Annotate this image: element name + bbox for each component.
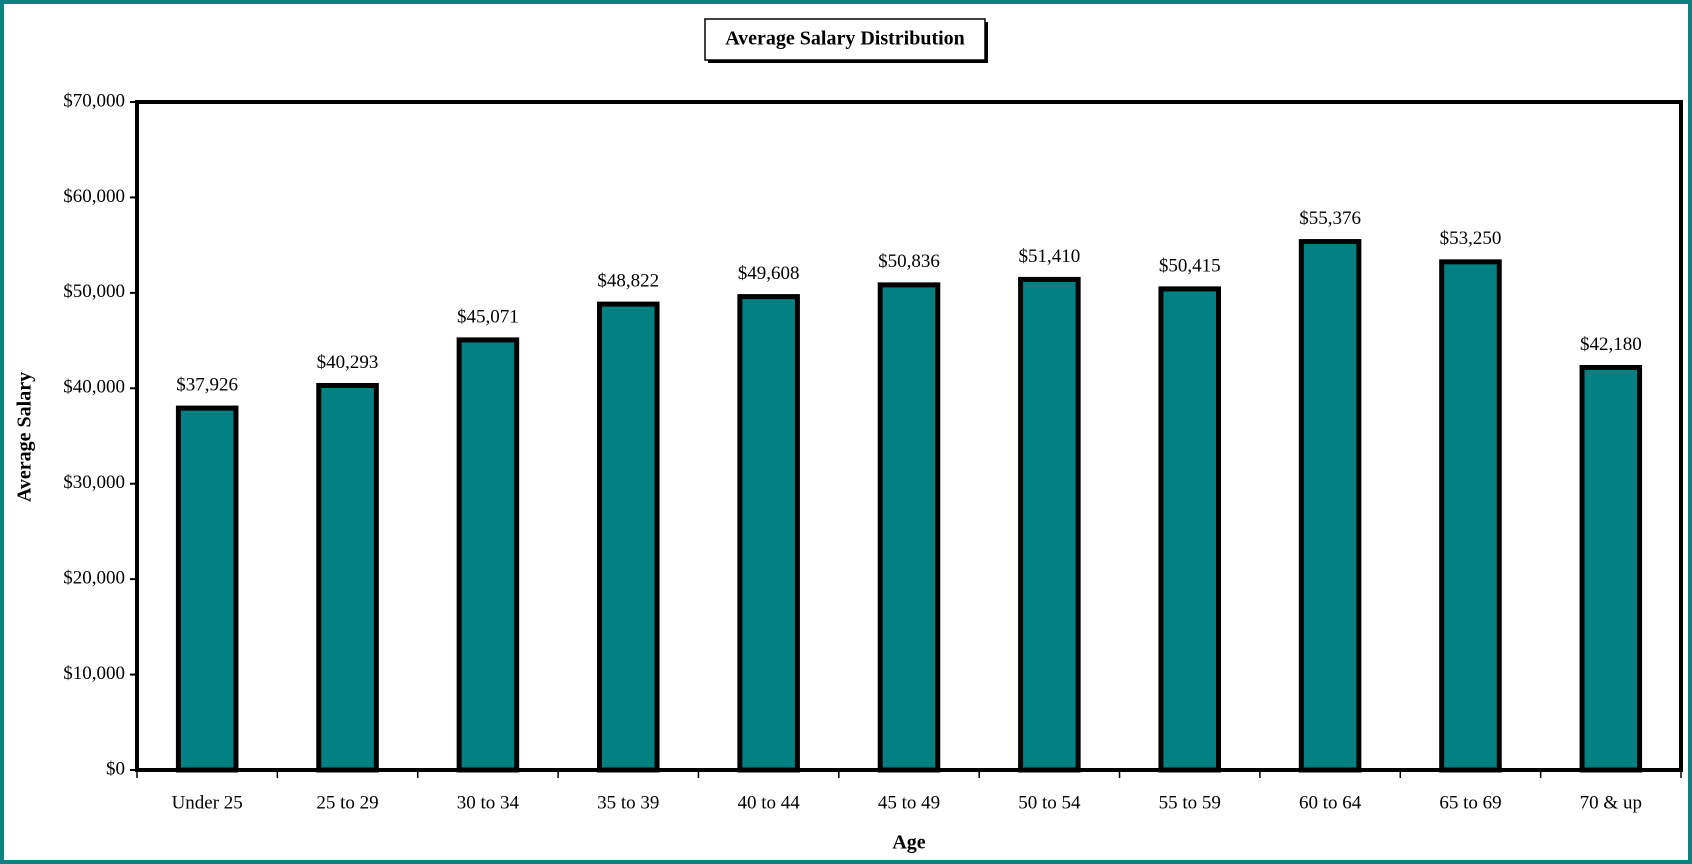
chart-title: Average Salary Distribution [725,28,965,50]
y-tick-label: $20,000 [63,568,125,589]
value-label: $48,822 [597,270,659,291]
value-label: $42,180 [1580,334,1642,355]
bar [877,282,941,773]
y-tick-label: $70,000 [63,90,125,111]
x-tick-label: 30 to 34 [457,792,520,813]
y-tick-label: $30,000 [63,472,125,493]
bar [737,294,800,773]
y-tick-label: $40,000 [63,377,125,398]
x-tick-label: 55 to 59 [1159,792,1221,813]
bar [1439,259,1502,773]
title-box [704,18,986,61]
bar [175,405,239,773]
x-tick-label: 45 to 49 [878,792,940,813]
y-tick-label: $50,000 [63,281,125,302]
y-tick-label: $10,000 [63,663,125,684]
value-label: $50,415 [1159,255,1221,276]
value-label: $37,926 [176,374,238,395]
y-tick-label: $0 [106,758,125,779]
value-label: $45,071 [457,306,519,327]
value-label: $53,250 [1440,228,1502,249]
x-tick-label: 60 to 64 [1299,792,1362,813]
value-label: $49,608 [738,263,800,284]
value-label: $51,410 [1018,246,1080,267]
y-axis-label: Average Salary [14,372,36,502]
x-tick-label: 35 to 39 [597,792,659,813]
y-tick-label: $60,000 [63,186,125,207]
x-tick-label: Under 25 [172,792,243,813]
bar [1579,364,1643,773]
bar [316,382,379,773]
value-label: $50,836 [878,251,940,272]
bar [1158,286,1222,773]
x-tick-label: 70 & up [1580,792,1642,813]
value-label: $55,376 [1299,208,1361,229]
x-tick-label: 50 to 54 [1018,792,1081,813]
bar [1298,239,1362,773]
value-label: $40,293 [317,352,379,373]
x-axis-label: Age [892,832,925,854]
bar [456,337,520,773]
x-tick-label: 40 to 44 [737,792,800,813]
x-tick-label: 65 to 69 [1439,792,1501,813]
bar [1018,276,1081,773]
x-tick-label: 25 to 29 [316,792,378,813]
bar [596,301,660,773]
